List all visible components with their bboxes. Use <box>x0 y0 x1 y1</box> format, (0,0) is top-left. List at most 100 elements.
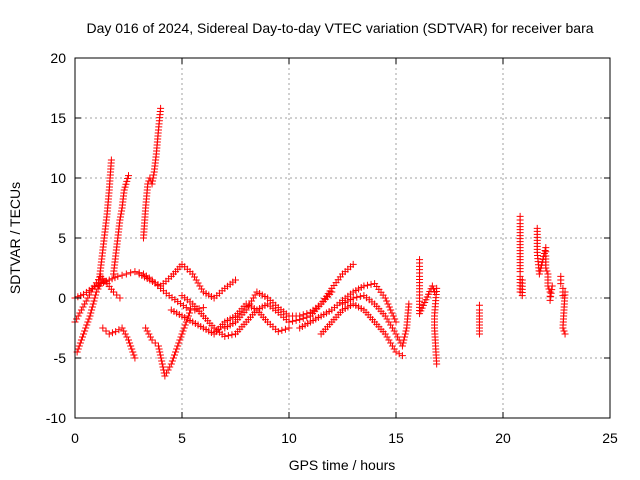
data-point <box>121 330 129 338</box>
data-point <box>126 339 134 347</box>
data-point <box>76 309 84 317</box>
data-point <box>173 345 181 353</box>
data-point <box>433 360 441 368</box>
data-point <box>154 342 162 350</box>
data-point <box>198 285 206 293</box>
data-point <box>391 315 399 323</box>
data-point <box>232 276 239 284</box>
x-axis-title: GPS time / hours <box>289 457 396 473</box>
data-point <box>296 312 304 320</box>
data-point <box>107 156 115 164</box>
data-point <box>175 339 183 347</box>
data-point <box>248 297 256 305</box>
grid <box>75 58 610 418</box>
data-point <box>381 330 389 338</box>
data-point <box>84 294 92 302</box>
data-point <box>118 207 126 215</box>
data-point <box>428 282 436 290</box>
x-tick-label: 5 <box>178 430 186 446</box>
data-point <box>81 327 89 335</box>
data-point <box>387 306 395 314</box>
data-points <box>71 104 569 380</box>
data-point <box>157 104 165 112</box>
data-point <box>110 288 118 296</box>
data-point <box>543 267 551 275</box>
y-tick-label: 0 <box>58 290 66 306</box>
data-point <box>81 300 89 308</box>
data-point <box>86 312 94 320</box>
x-tick-label: 0 <box>71 430 79 446</box>
data-point <box>299 311 307 319</box>
data-point <box>388 324 396 332</box>
data-point <box>353 293 361 301</box>
data-point <box>128 345 136 353</box>
data-point <box>127 269 135 277</box>
data-point <box>120 186 128 194</box>
data-point <box>149 174 157 182</box>
data-point <box>111 274 119 282</box>
data-point <box>116 213 124 221</box>
data-point <box>249 294 257 302</box>
data-point <box>398 342 406 350</box>
data-point <box>159 363 167 371</box>
data-point <box>168 357 176 365</box>
data-point <box>251 291 259 299</box>
data-point <box>388 309 396 317</box>
data-point <box>156 348 164 356</box>
data-point <box>242 306 250 314</box>
y-tick-label: -10 <box>46 410 66 426</box>
data-point <box>85 315 93 323</box>
data-point <box>79 303 87 311</box>
data-point <box>401 333 409 341</box>
data-point <box>89 300 97 308</box>
axis-ticks <box>74 57 611 419</box>
data-point <box>115 326 123 334</box>
data-point <box>157 354 165 362</box>
data-point <box>185 309 193 317</box>
data-point <box>548 282 556 290</box>
data-point <box>546 296 554 304</box>
data-point <box>548 286 556 294</box>
data-point <box>164 366 172 374</box>
data-point <box>383 333 391 341</box>
data-point <box>116 216 124 224</box>
data-point <box>131 354 139 362</box>
data-point <box>77 336 85 344</box>
data-point <box>542 264 550 272</box>
data-point <box>156 351 164 359</box>
data-point <box>76 339 84 347</box>
x-tick-label: 15 <box>388 430 404 446</box>
data-point <box>401 330 409 338</box>
data-point <box>124 174 132 182</box>
data-point <box>560 327 568 335</box>
data-point <box>398 352 406 360</box>
data-point <box>385 318 393 326</box>
data-point <box>91 294 99 302</box>
x-tick-labels: 0 5 10 15 20 25 <box>71 430 618 446</box>
data-point <box>390 327 398 335</box>
data-point <box>112 328 120 336</box>
data-point <box>367 280 375 288</box>
data-point <box>143 327 151 335</box>
data-point <box>541 247 549 255</box>
data-point <box>88 303 96 311</box>
data-point <box>108 275 116 283</box>
data-point <box>384 300 392 308</box>
data-point <box>105 276 113 284</box>
data-point <box>561 330 569 338</box>
data-point <box>187 306 195 314</box>
data-point <box>88 306 96 314</box>
data-point <box>360 282 368 290</box>
data-point <box>390 345 398 353</box>
data-point <box>184 312 192 320</box>
data-point <box>100 278 108 286</box>
data-point <box>285 324 293 332</box>
data-point <box>162 369 170 377</box>
y-axis-title: SDTVAR / TECUs <box>7 182 23 294</box>
data-point <box>73 315 81 323</box>
data-point <box>117 210 125 218</box>
data-point <box>171 351 179 359</box>
data-point <box>224 332 232 340</box>
data-point <box>392 348 400 356</box>
